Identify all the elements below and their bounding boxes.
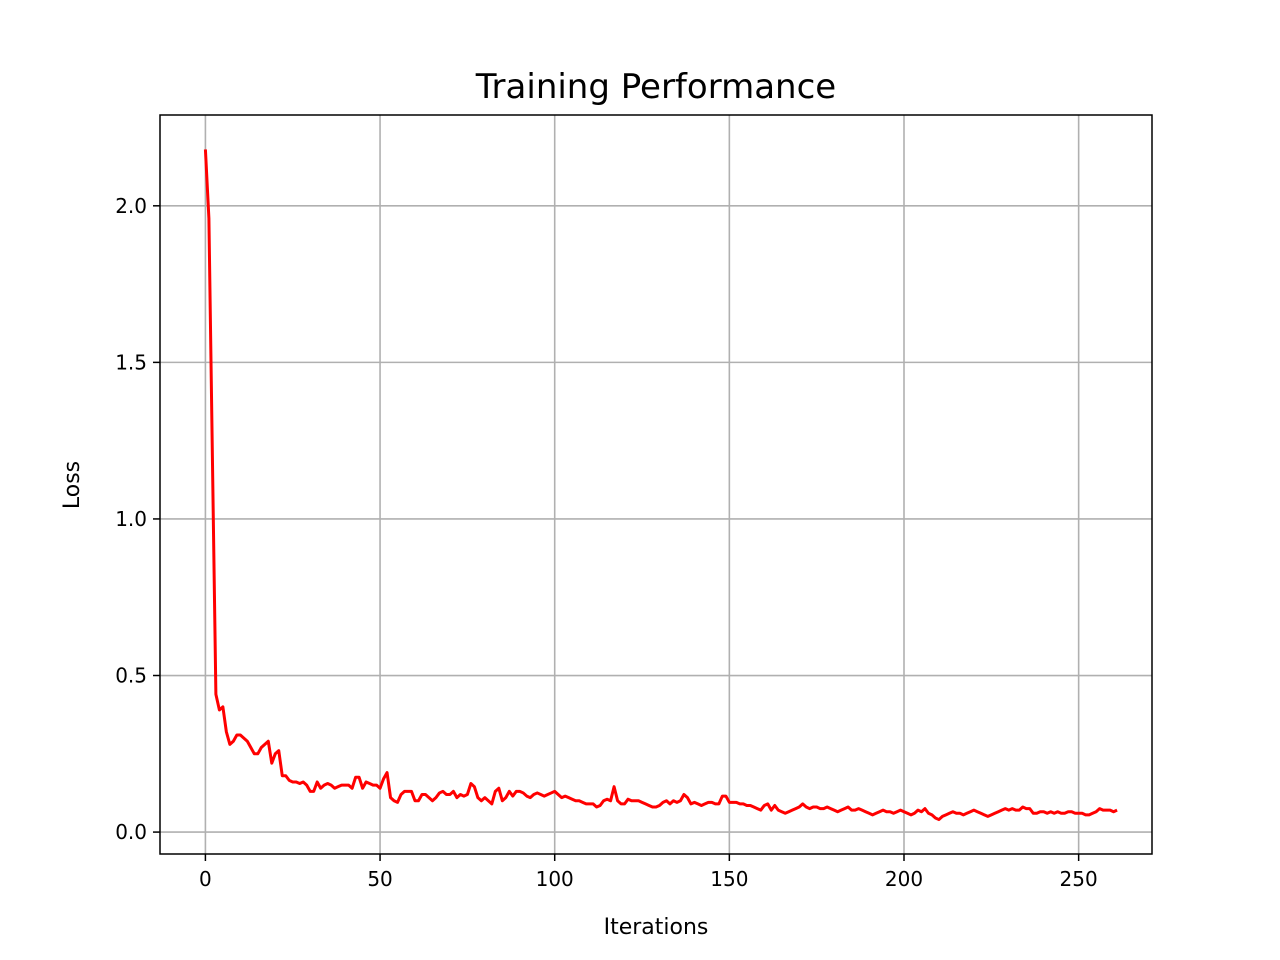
y-tick-label: 0.5	[115, 664, 147, 688]
y-tick-label: 1.0	[115, 507, 147, 531]
x-tick-label: 250	[1060, 867, 1098, 891]
loss-line	[203, 149, 1118, 822]
y-tick-label: 2.0	[115, 194, 147, 218]
gridlines	[160, 115, 1152, 854]
y-tick-label: 1.5	[115, 350, 147, 374]
x-axis: 0 50 100 150 200 250	[199, 854, 1098, 891]
x-tick-label: 0	[199, 867, 212, 891]
data-series	[203, 149, 1118, 822]
x-tick-label: 200	[885, 867, 923, 891]
x-tick-label: 100	[536, 867, 574, 891]
plot-frame	[159, 114, 1153, 855]
x-tick-label: 150	[710, 867, 748, 891]
y-axis-label: Loss	[60, 461, 85, 509]
x-axis-label: Iterations	[604, 915, 709, 940]
x-tick-label: 50	[367, 867, 392, 891]
chart-title: Training Performance	[475, 67, 836, 107]
y-tick-label: 0.0	[115, 820, 147, 844]
y-axis: 0.0 0.5 1.0 1.5 2.0	[115, 194, 160, 844]
